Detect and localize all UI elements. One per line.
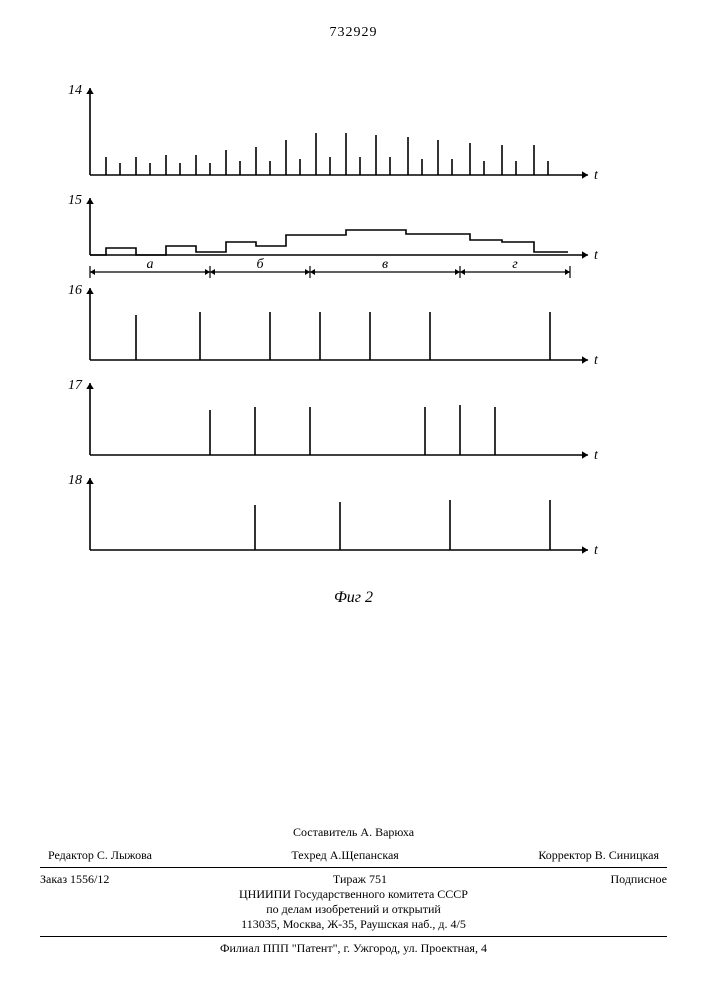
editor-right: Корректор В. Синицкая [538, 848, 659, 863]
svg-text:17: 17 [68, 378, 83, 393]
editors-row: Редактор С. Лыжова Техред А.Щепанская Ко… [40, 844, 667, 867]
org-line-2: 113035, Москва, Ж-35, Раушская наб., д. … [40, 917, 667, 932]
svg-text:t: t [594, 448, 599, 463]
svg-text:в: в [382, 257, 388, 272]
footer-block: Составитель А. Варюха Редактор С. Лыжова… [40, 821, 667, 960]
svg-text:г: г [512, 257, 518, 272]
svg-text:t: t [594, 543, 599, 558]
plot-15: 15 t а б в г [68, 193, 599, 278]
order-center: Тираж 751 [333, 872, 387, 887]
order-left: Заказ 1556/12 [40, 872, 109, 887]
plot-17: 17 t [68, 378, 599, 463]
svg-text:t: t [594, 353, 599, 368]
charts-container: 14 t 15 t а б в г 16 t 17 t 18 t Фиг 2 [60, 80, 647, 607]
svg-text:15: 15 [68, 193, 82, 208]
plot-18: 18 t [68, 473, 599, 558]
org-line-1: по делам изобретений и открытий [40, 902, 667, 917]
plot-14: 14 t [68, 83, 599, 183]
figure-caption: Фиг 2 [60, 589, 647, 607]
order-row: Заказ 1556/12 Тираж 751 Подписное ЦНИИПИ… [40, 867, 667, 936]
svg-text:t: t [594, 248, 599, 263]
editor-left: Редактор С. Лыжова [48, 848, 152, 863]
svg-text:16: 16 [68, 283, 82, 298]
editor-center: Техред А.Щепанская [291, 848, 398, 863]
composer-line: Составитель А. Варюха [40, 821, 667, 844]
svg-text:t: t [594, 168, 599, 183]
page: 732929 14 t 15 t а б в г 16 t 17 t 18 t Фиг 2 Состави… [0, 0, 707, 1000]
branch-line: Филиал ППП "Патент", г. Ужгород, ул. Про… [40, 936, 667, 960]
svg-text:18: 18 [68, 473, 82, 488]
order-right: Подписное [611, 872, 668, 887]
svg-text:а: а [147, 257, 154, 272]
timing-diagrams: 14 t 15 t а б в г 16 t 17 t 18 t [60, 80, 620, 585]
document-number: 732929 [330, 25, 378, 41]
org-line-0: ЦНИИПИ Государственного комитета СССР [40, 887, 667, 902]
svg-text:б: б [256, 257, 264, 272]
svg-text:14: 14 [68, 83, 82, 98]
plot-16: 16 t [68, 283, 599, 368]
